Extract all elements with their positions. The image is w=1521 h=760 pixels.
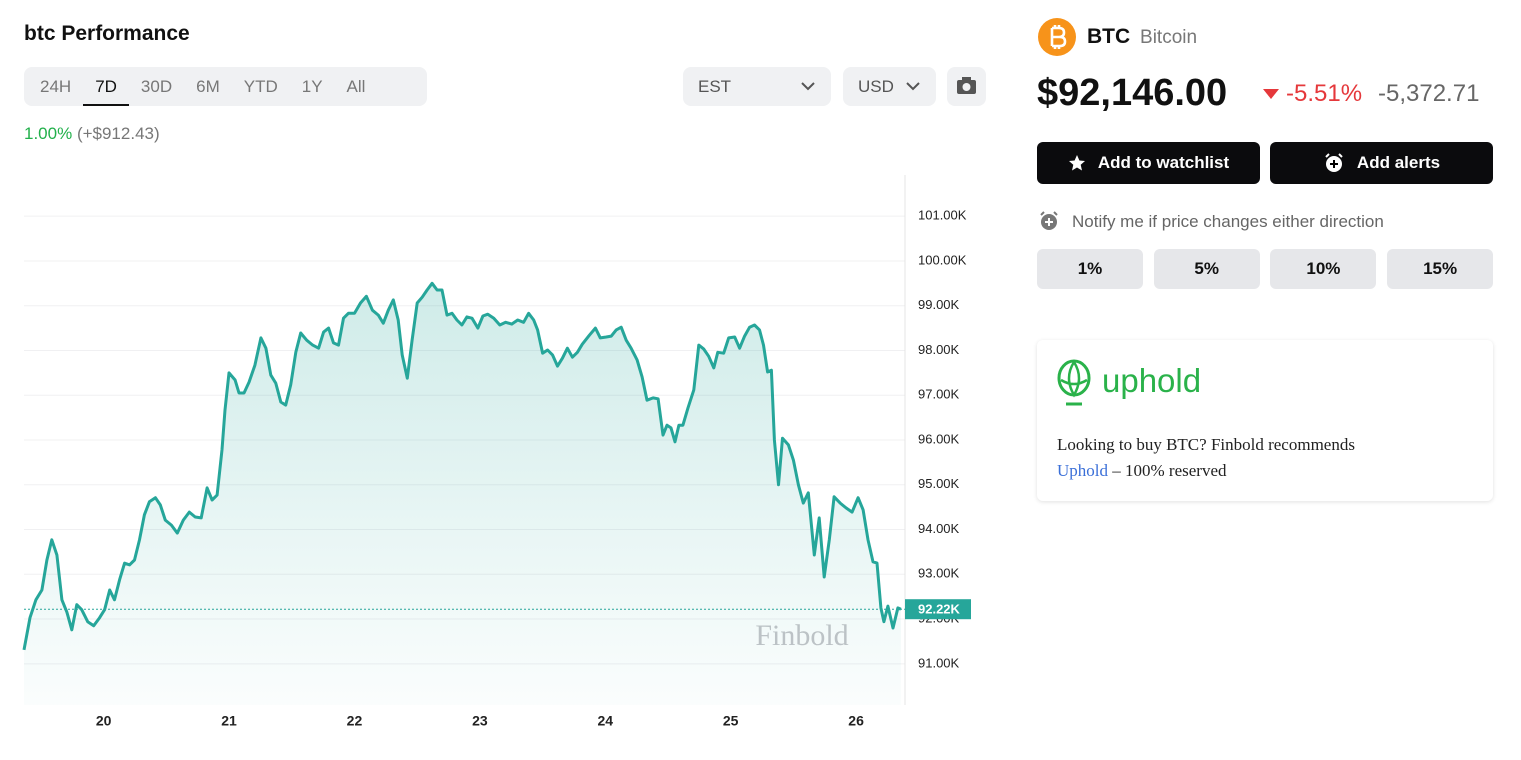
x-tick-label: 21: [221, 713, 237, 729]
change-pct: 1.00%: [24, 124, 73, 143]
price-line: [22, 281, 902, 651]
alerts-label: Add alerts: [1356, 153, 1441, 172]
threshold-button[interactable]: 10%: [1270, 249, 1377, 289]
currency: USD: [858, 77, 894, 96]
y-tick-label: 91.00K: [918, 655, 960, 670]
x-tick-label: 22: [347, 713, 363, 729]
ad-card: uphold Looking to buy BTC? Finbold recom…: [1037, 340, 1493, 501]
y-tick-label: 99.00K: [918, 297, 960, 312]
timezone: EST: [698, 77, 732, 96]
y-tick-label: 93.00K: [918, 566, 960, 581]
ad-text: Looking to buy BTC? Finbold recommends Up…: [1057, 432, 1477, 484]
brand: uphold: [1102, 362, 1202, 399]
threshold-button[interactable]: 15%: [1387, 249, 1494, 289]
y-tick-label: 94.00K: [918, 521, 960, 536]
last-price-label: 92.22K: [918, 602, 961, 617]
last-price-box: [905, 599, 971, 620]
chart: Finbold91.00K92.00K93.00K94.00K95.00K96.…: [22, 175, 971, 729]
threshold-button[interactable]: 1%: [1037, 249, 1143, 289]
range-tab[interactable]: 1Y: [301, 77, 323, 96]
change-pct: -5.51%: [1286, 80, 1363, 107]
screenshot-button[interactable]: [947, 67, 986, 106]
chevron: [906, 82, 920, 91]
x-tick-label: 24: [597, 713, 613, 729]
btc-logo: [1038, 18, 1076, 56]
y-tick-label: 100.00K: [918, 252, 967, 267]
price-area: [24, 283, 901, 705]
threshold-button[interactable]: 5%: [1153, 249, 1260, 289]
star-icon: [1068, 155, 1085, 171]
ad-link[interactable]: Uphold: [1057, 461, 1108, 480]
range-tab[interactable]: All: [346, 77, 366, 96]
notify-text: Notify me if price changes either direct…: [1072, 212, 1384, 231]
change-abs: (+$912.43): [76, 124, 160, 143]
range-tab[interactable]: 6M: [196, 77, 220, 96]
y-tick-label: 101.00K: [918, 208, 967, 223]
chevron: [801, 82, 815, 91]
range-tab[interactable]: 30D: [140, 77, 173, 96]
uphold-logo: [1057, 359, 1091, 406]
change: 1.00% (+$912.43): [24, 124, 160, 144]
x-tick-label: 25: [723, 713, 739, 729]
x-tick-label: 26: [848, 713, 864, 729]
y-tick-label: 98.00K: [918, 342, 960, 357]
timezone-select[interactable]: EST: [683, 67, 831, 106]
camera-icon: [957, 77, 976, 94]
price: $92,146.00: [1037, 72, 1228, 114]
coin-name: Bitcoin: [1140, 27, 1198, 48]
y-tick-label: 97.00K: [918, 387, 960, 402]
range-tabs: 24H 7D 30D 6M YTD 1Y All: [24, 67, 427, 106]
y-tick-label: 96.00K: [918, 431, 960, 446]
ad-suffix: – 100% reserved: [1112, 461, 1227, 480]
watchlist-label: Add to watchlist: [1097, 153, 1230, 172]
ad-body: Looking to buy BTC? Finbold recommends: [1057, 435, 1355, 454]
symbol: BTC: [1087, 25, 1131, 48]
currency-select[interactable]: USD: [843, 67, 936, 106]
range-tab[interactable]: 7D: [83, 67, 129, 106]
symbol-row: BTC Bitcoin: [1087, 25, 1197, 49]
watchlist-button[interactable]: Add to watchlist: [1037, 142, 1260, 184]
range-tab[interactable]: 24H: [40, 77, 72, 96]
down-arrow: [1263, 89, 1279, 99]
y-tick-label: 95.00K: [918, 476, 960, 491]
title: btc Performance: [24, 22, 190, 45]
x-tick-label: 20: [96, 713, 112, 729]
alerts-button[interactable]: Add alerts: [1270, 142, 1493, 184]
change-abs: -5,372.71: [1378, 80, 1480, 107]
alarm-icon: [1325, 153, 1343, 172]
range-tab[interactable]: YTD: [243, 77, 278, 96]
x-tick-label: 23: [472, 713, 488, 729]
alarm-icon: [1040, 211, 1058, 230]
